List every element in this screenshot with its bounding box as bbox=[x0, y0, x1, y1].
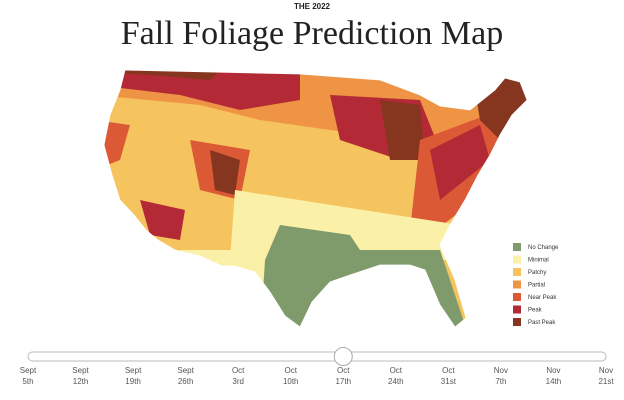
legend: No Change Minimal Patchy Partial Near Peak Pe… bbox=[513, 243, 559, 326]
date-month: Oct bbox=[390, 366, 403, 375]
legend-swatch bbox=[513, 255, 521, 264]
legend-swatch bbox=[513, 243, 521, 251]
date-day: 14th bbox=[546, 377, 562, 386]
date-month: Nov bbox=[494, 366, 508, 375]
date-day: 21st bbox=[598, 377, 614, 386]
date-day: 10th bbox=[283, 377, 299, 386]
date-month: Nov bbox=[546, 366, 560, 375]
slider-labels: Sept 5th Sept 12th Sept 19th Sept 26th Oct 3rd Oct… bbox=[20, 366, 615, 386]
legend-swatch bbox=[513, 318, 521, 326]
date-day: 5th bbox=[22, 377, 33, 386]
date-day: 19th bbox=[125, 377, 141, 386]
date-month: Oct bbox=[232, 366, 245, 375]
date-day: 26th bbox=[178, 377, 194, 386]
kicker: THE 2022 bbox=[294, 2, 331, 11]
legend-label: Partial bbox=[528, 283, 545, 289]
legend-label: No Change bbox=[528, 245, 559, 251]
map bbox=[104, 70, 527, 327]
date-month: Oct bbox=[442, 366, 455, 375]
date-month: Nov bbox=[599, 366, 613, 375]
date-day: 31st bbox=[441, 377, 457, 386]
legend-label: Past Peak bbox=[528, 320, 556, 326]
date-day: 17th bbox=[335, 377, 351, 386]
map-outline bbox=[103, 69, 528, 328]
legend-swatch bbox=[513, 280, 521, 289]
legend-label: Near Peak bbox=[528, 295, 557, 301]
date-month: Sept bbox=[125, 366, 142, 375]
legend-swatch bbox=[513, 268, 521, 276]
legend-swatch bbox=[513, 305, 521, 314]
date-month: Sept bbox=[72, 366, 89, 375]
date-day: 24th bbox=[388, 377, 404, 386]
legend-label: Minimal bbox=[528, 258, 549, 264]
date-month: Oct bbox=[285, 366, 298, 375]
date-month: Sept bbox=[20, 366, 37, 375]
date-day: 12th bbox=[73, 377, 89, 386]
legend-swatch bbox=[513, 293, 521, 301]
slider-knob[interactable] bbox=[333, 347, 353, 366]
title: Fall Foliage Prediction Map bbox=[121, 15, 503, 52]
legend-label: Peak bbox=[528, 308, 543, 314]
date-month: Oct bbox=[337, 366, 350, 375]
legend-label: Patchy bbox=[528, 270, 546, 276]
date-day: 3rd bbox=[232, 377, 244, 386]
date-day: 7th bbox=[495, 377, 506, 386]
slider-track[interactable] bbox=[27, 351, 607, 362]
date-month: Sept bbox=[177, 366, 194, 375]
